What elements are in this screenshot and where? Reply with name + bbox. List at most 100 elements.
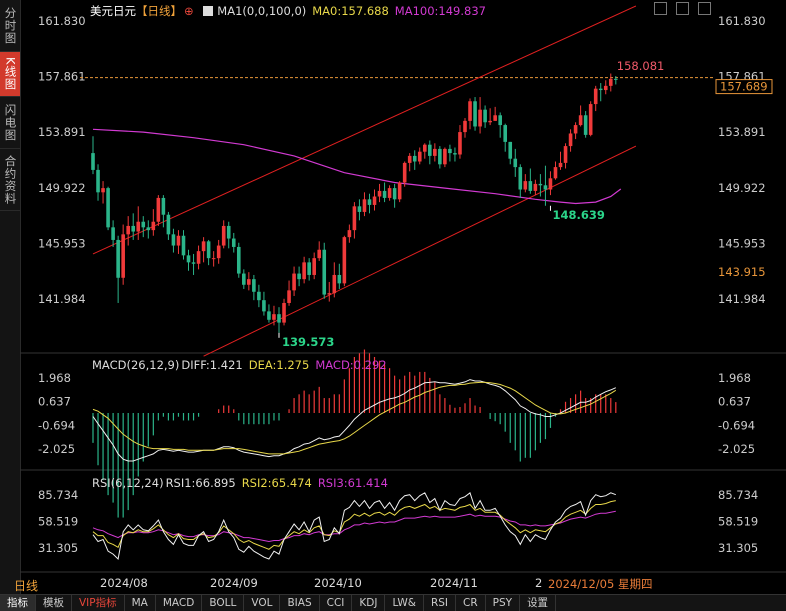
- toolbar-item[interactable]: VOL: [244, 595, 281, 611]
- restore-icon[interactable]: [676, 2, 689, 15]
- candle-body: [377, 190, 382, 197]
- current-price-box: [715, 79, 773, 95]
- candle-body: [483, 109, 487, 123]
- candle-body: [453, 153, 457, 155]
- candle-body: [337, 274, 342, 284]
- toolbar-item[interactable]: 模板: [36, 595, 72, 611]
- price-tick-right: 145.953: [718, 236, 766, 250]
- toolbar-item[interactable]: VIP指标: [72, 595, 125, 611]
- macd-tick-left: -0.694: [38, 418, 75, 432]
- candle-body: [538, 183, 543, 186]
- candle-body: [503, 125, 508, 142]
- x-axis-tick: 2024/09: [210, 576, 258, 590]
- toolbar-item[interactable]: 设置: [520, 595, 557, 611]
- candle-body: [317, 249, 322, 259]
- bottom-toolbar: 指标 模板 VIP指标 MA MACD BOLL VOL BIAS CCI KDJ LW& RSI CR…: [0, 594, 786, 611]
- candle-body: [448, 148, 452, 154]
- candle-body: [121, 234, 125, 278]
- chart-area[interactable]: 161.830 161.830 157.861 157.861 153.891 153.8…: [20, 0, 786, 594]
- price-tick-right: 141.984: [718, 292, 766, 306]
- candle-body: [563, 146, 568, 163]
- candle-body: [558, 162, 563, 168]
- sidebar-tab[interactable]: K线图: [0, 52, 20, 97]
- candle-body: [312, 258, 316, 275]
- sidebar-tab[interactable]: 分时图: [0, 0, 20, 52]
- candle-body: [428, 144, 432, 156]
- price-tick-left: 145.953: [38, 236, 86, 250]
- minimize-icon[interactable]: [654, 2, 667, 15]
- candle-body: [297, 273, 301, 280]
- sidebar-tab[interactable]: 合约资料: [0, 149, 20, 211]
- candle-body: [352, 206, 357, 231]
- candle-body: [196, 251, 201, 264]
- candle-body: [252, 279, 256, 292]
- price-tick-left: 161.830: [38, 14, 86, 28]
- macd-value: MACD:0.292: [315, 358, 387, 372]
- candle-body: [372, 196, 377, 205]
- candle-body: [402, 162, 407, 183]
- rsi3-line: [92, 510, 616, 543]
- toolbar-item[interactable]: KDJ: [352, 595, 386, 611]
- ma-settings-icon[interactable]: [203, 6, 214, 16]
- candle-body: [608, 78, 613, 86]
- macd-tick-left: 1.968: [38, 371, 71, 385]
- toolbar-item[interactable]: PSY: [486, 595, 521, 611]
- candle-body: [438, 148, 442, 165]
- candle-body: [473, 101, 477, 127]
- x-axis-tick: 2024/11: [430, 576, 478, 590]
- candle-body: [126, 225, 130, 235]
- toolbar-item[interactable]: BIAS: [280, 595, 320, 611]
- toolbar-item[interactable]: RSI: [424, 595, 456, 611]
- candle-body: [146, 227, 151, 231]
- toolbar-item[interactable]: MA: [125, 595, 156, 611]
- price-tick-left: 153.891: [38, 125, 86, 139]
- candle-body: [342, 237, 347, 284]
- candle-body: [433, 148, 437, 156]
- candle-body: [488, 120, 492, 123]
- candle-body: [161, 197, 166, 215]
- ma-name: MA1(0,0,100,0): [217, 4, 307, 18]
- candle-body: [191, 262, 196, 264]
- candle-body: [387, 188, 392, 198]
- rsi-tick-left: 85.734: [38, 488, 78, 502]
- candle-body: [523, 181, 528, 190]
- candle-body: [242, 273, 246, 285]
- channel-upper-line: [92, 5, 637, 255]
- add-indicator-icon[interactable]: ⊕: [184, 4, 194, 18]
- candle-body: [583, 115, 588, 135]
- candle-body: [508, 141, 513, 159]
- candle-body: [151, 221, 156, 231]
- toolbar-item[interactable]: 指标: [0, 595, 36, 611]
- candle-body: [578, 115, 583, 126]
- rsi2-line: [92, 500, 616, 550]
- candle-body: [116, 239, 120, 278]
- candle-body: [307, 262, 311, 275]
- rsi3-value: RSI3:61.414: [317, 476, 388, 490]
- rsi-tick-right: 85.734: [718, 488, 758, 502]
- ma100-value: MA100:149.837: [394, 4, 486, 18]
- macd-dea-line: [92, 381, 617, 455]
- toolbar-item[interactable]: BOLL: [202, 595, 245, 611]
- high-price-annotation: 158.081: [617, 59, 665, 73]
- low-price-annotation: 139.573: [282, 335, 334, 349]
- candle-body: [614, 78, 618, 80]
- toolbar-item[interactable]: CR: [456, 595, 486, 611]
- candle-body: [257, 291, 261, 301]
- toolbar-item[interactable]: CCI: [320, 595, 353, 611]
- period-selector[interactable]: 日线: [14, 579, 39, 593]
- close-icon[interactable]: [698, 2, 711, 15]
- candle-body: [468, 101, 472, 121]
- candle-body: [543, 185, 548, 190]
- candle-body: [513, 158, 518, 168]
- channel-lower-line: [203, 145, 637, 357]
- candle-body: [443, 148, 447, 165]
- period-label-top[interactable]: 【日线】: [136, 4, 182, 18]
- candle-body: [206, 241, 211, 259]
- toolbar-item[interactable]: MACD: [156, 595, 203, 611]
- sidebar-tab[interactable]: 闪电图: [0, 97, 20, 149]
- marker-price-label: 143.915: [718, 265, 766, 279]
- candle-body: [91, 153, 95, 170]
- toolbar-item[interactable]: LW&: [385, 595, 424, 611]
- candle-body: [553, 167, 558, 179]
